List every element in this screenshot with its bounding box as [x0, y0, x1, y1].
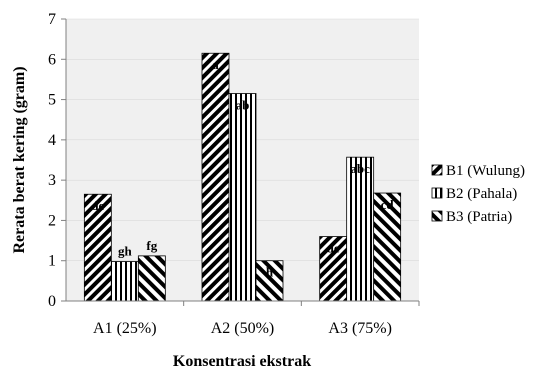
data-label: a — [212, 57, 219, 72]
bar-2-1 — [110, 261, 139, 302]
x-tick-label: A1 (25%) — [93, 320, 157, 337]
x-tick-label: A3 (75%) — [328, 320, 392, 337]
y-tick-label: 1 — [48, 253, 56, 270]
bar-1-3 — [319, 236, 348, 302]
x-tick-labels: A1 (25%) A2 (50%) A3 (75%) — [93, 301, 420, 337]
x-axis-title: Konsentrasi ekstrak — [173, 353, 311, 370]
data-label: de — [327, 241, 340, 256]
legend-item-2: B2 (Pahala) — [431, 186, 517, 202]
legend-swatch — [431, 210, 443, 222]
y-tick-label: 4 — [48, 132, 56, 149]
legend-label: B1 (Wulung) — [446, 163, 525, 179]
y-axis-title: Rerata berat kering (gram) — [11, 66, 28, 253]
y-tick-label: 3 — [48, 172, 56, 189]
bar-3-2 — [255, 260, 284, 302]
legend: B1 (Wulung) B2 (Pahala) B3 (Patria) — [431, 163, 525, 225]
data-label: ab — [236, 98, 250, 113]
y-tick-label: 2 — [48, 212, 56, 229]
data-label: de — [91, 198, 104, 213]
x-tick-label: A2 (50%) — [211, 320, 275, 337]
bar-1-1 — [83, 193, 112, 302]
y-tick-labels: 0 1 2 3 4 5 6 7 — [48, 11, 66, 310]
data-label: cd — [381, 197, 395, 212]
data-label: gh — [118, 244, 133, 259]
data-label: h — [266, 265, 274, 280]
bar-3-3 — [373, 192, 402, 302]
y-tick-label: 6 — [48, 51, 56, 68]
bar-1-2 — [201, 52, 230, 302]
axes — [65, 19, 419, 302]
bar-labels: de gh fg a ab h de abc cd — [91, 57, 394, 279]
y-tick-label: 0 — [48, 293, 56, 310]
data-label: abc — [350, 161, 370, 176]
bar-3-1 — [137, 255, 166, 302]
legend-label: B3 (Patria) — [446, 209, 512, 225]
legend-swatch — [431, 164, 443, 176]
bar-2-2 — [228, 93, 257, 302]
legend-label: B2 (Pahala) — [446, 186, 517, 202]
legend-swatch — [431, 187, 443, 199]
legend-item-3: B3 (Patria) — [431, 209, 512, 225]
bar-2-3 — [346, 156, 375, 302]
y-tick-label: 7 — [48, 11, 56, 28]
legend-item-1: B1 (Wulung) — [431, 163, 525, 179]
data-label: fg — [146, 238, 157, 253]
bars — [83, 52, 402, 302]
y-tick-label: 5 — [48, 92, 56, 109]
